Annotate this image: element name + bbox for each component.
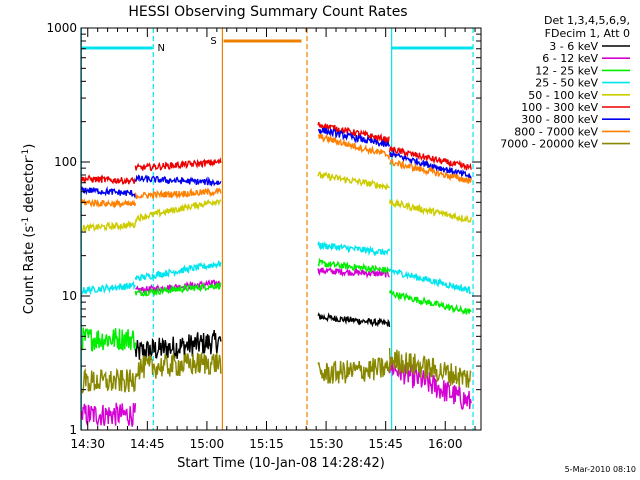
series-6-segment-0 (81, 185, 137, 199)
series-5-segment-0 (81, 174, 137, 185)
legend-header-line-2: FDecim 1, Att 0 (545, 27, 630, 40)
x-tick-label-0: 14:30 (70, 437, 105, 451)
series-3-segment-3 (389, 268, 472, 295)
series-3-segment-1 (134, 260, 222, 282)
y-tick-label-0: 1 (69, 423, 77, 437)
legend-entry-7: 800 - 7000 keV (514, 125, 598, 138)
series-3-segment-0 (81, 280, 136, 296)
series-1-segment-2 (317, 266, 390, 279)
series-8-segment-3 (388, 347, 472, 388)
series-3-segment-2 (317, 241, 391, 257)
series-2-segment-1 (134, 282, 222, 297)
series-4-segment-3 (388, 198, 472, 223)
legend-entry-0: 3 - 6 keV (549, 40, 598, 53)
legend-header-line-1: Det 1,3,4,5,6,9, (544, 14, 630, 27)
series-0-segment-1 (317, 312, 391, 328)
x-tick-label-3: 15:15 (249, 437, 284, 451)
x-tick-label-4: 15:30 (309, 437, 344, 451)
series-5-segment-1 (134, 156, 222, 172)
series-8-segment-2 (317, 357, 391, 384)
series-2-segment-2 (317, 257, 391, 274)
x-tick-label-6: 16:00 (428, 437, 463, 451)
series-6-segment-1 (134, 174, 222, 187)
legend-entry-1: 6 - 12 keV (542, 52, 598, 65)
legend-entry-5: 100 - 300 keV (521, 101, 598, 114)
x-axis-label: Start Time (10-Jan-08 14:28:42) (177, 456, 385, 471)
chart-title: HESSI Observing Summary Count Rates (128, 4, 407, 20)
series-5-segment-2 (317, 121, 390, 144)
series-2-segment-0 (81, 327, 137, 352)
y-axis: 1 10 100 1000 (46, 21, 481, 437)
series-8-segment-0 (81, 367, 137, 394)
y-axis-label: Count Rate (s-1 detector-1) (21, 144, 37, 315)
legend-entry-4: 50 - 100 keV (528, 89, 598, 102)
legend: Det 1,3,4,5,6,9, FDecim 1, Att 0 3 - 6 k… (500, 14, 630, 151)
legend-entry-6: 300 - 800 keV (521, 113, 598, 126)
series-7-segment-3 (389, 158, 472, 184)
series-8-segment-1 (134, 351, 222, 381)
x-tick-label-1: 14:45 (130, 437, 165, 451)
series-4-segment-0 (81, 220, 137, 234)
y-tick-label-3: 1000 (46, 21, 77, 35)
render-timestamp: 5-Mar-2010 08:10 (565, 465, 636, 474)
series-7-segment-1 (134, 187, 222, 200)
legend-entry-2: 12 - 25 keV (535, 64, 598, 77)
y-tick-label-1: 10 (62, 289, 77, 303)
x-tick-label-5: 15:45 (368, 437, 403, 451)
series-4-segment-2 (317, 171, 390, 191)
series-2-segment-3 (388, 289, 472, 315)
saa-label: S (210, 36, 216, 47)
series-7-segment-0 (81, 197, 137, 209)
x-tick-label-2: 15:00 (190, 437, 225, 451)
legend-entry-3: 25 - 50 keV (535, 77, 598, 90)
series-5-segment-3 (388, 145, 472, 171)
plot-frame (80, 27, 482, 431)
legend-entry-8: 7000 - 20000 keV (500, 138, 598, 151)
series-1-segment-0 (81, 402, 137, 428)
series-7-segment-2 (317, 133, 391, 161)
y-tick-label-2: 100 (54, 155, 77, 169)
night-label: N (157, 43, 164, 54)
series-6-segment-2 (318, 127, 391, 148)
series-0-segment-0 (134, 330, 222, 361)
series-6-segment-3 (388, 149, 472, 180)
x-axis: 14:30 14:45 15:00 15:15 15:30 15:45 16:00 (70, 28, 476, 451)
series-4-segment-1 (134, 198, 222, 224)
